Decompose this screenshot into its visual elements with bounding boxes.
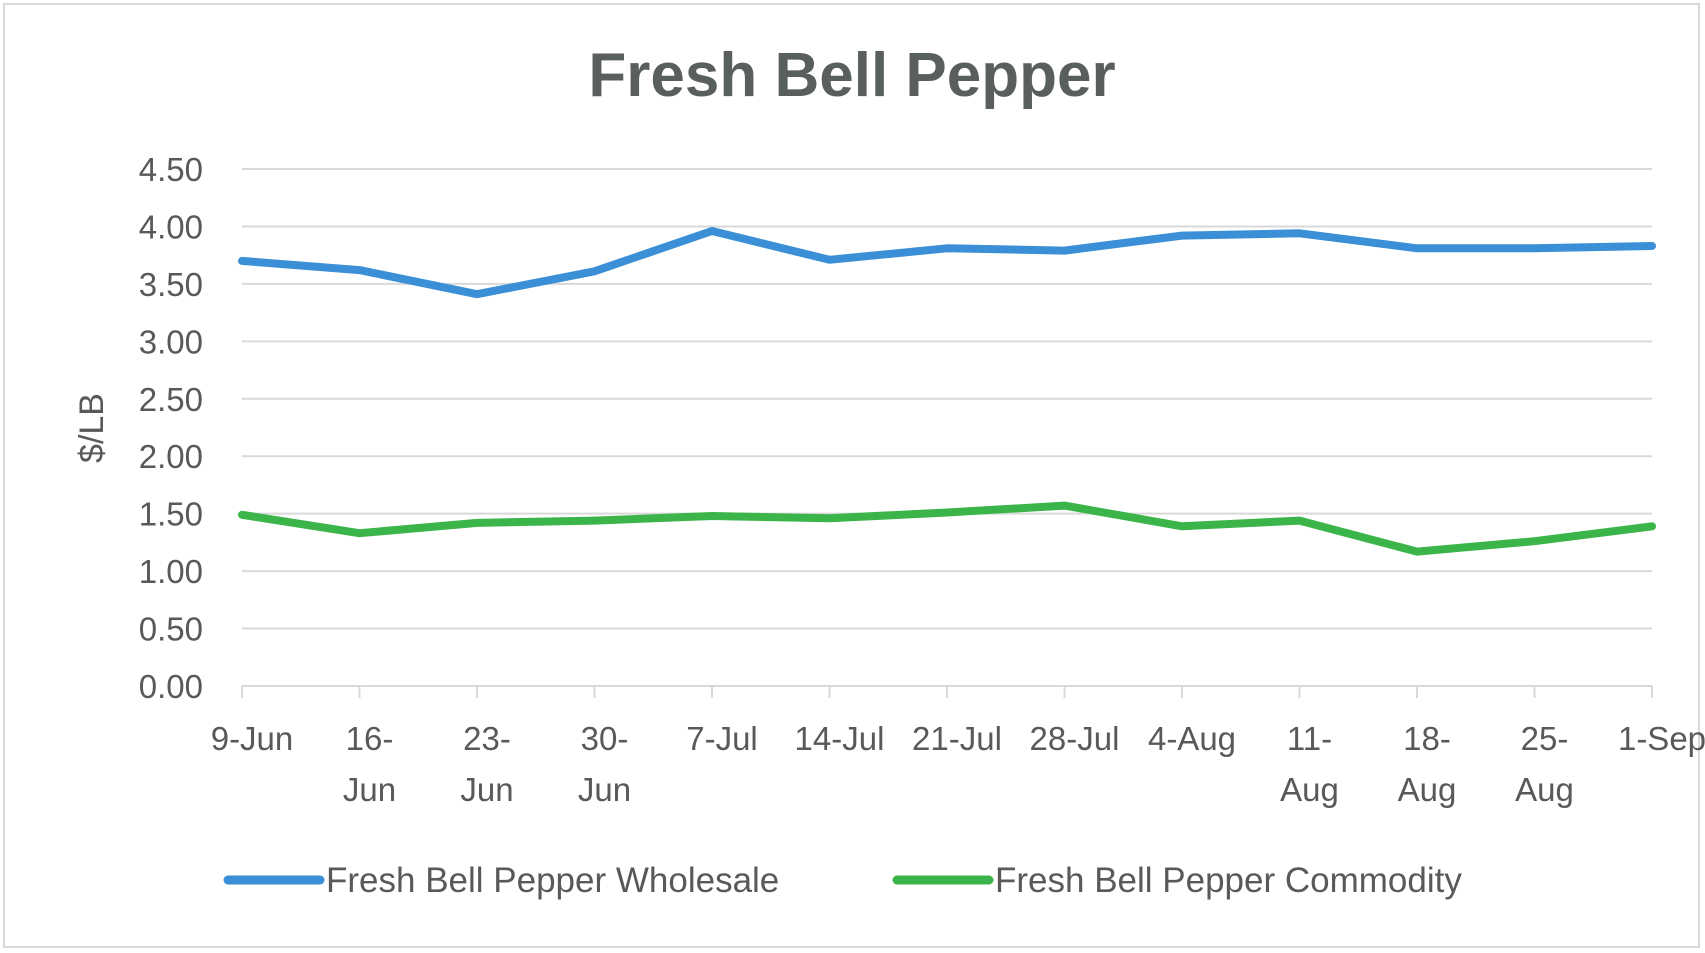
x-tick-label: 14-Jul [795,720,885,757]
series-line-0 [238,227,1656,299]
y-tick-label: 3.50 [139,266,203,303]
x-tick-label: 23-Jun [460,720,513,808]
y-tick-label: 1.00 [139,553,203,590]
legend-item-commodity: Fresh Bell Pepper Commodity [892,861,1462,900]
x-tick-label: 7-Jul [686,720,758,757]
x-tick-label: 4-Aug [1148,720,1236,757]
x-axis-ticks: 9-Jun 16-Jun 23-Jun 30-Jun 7-Jul 14-Jul 21-Jul… [211,720,1705,808]
legend-label-wholesale: Fresh Bell Pepper Wholesale [326,861,779,900]
y-axis-ticks: 0.00 0.50 1.00 1.50 2.00 2.50 3.00 3.50 4.00 4.50 [139,151,203,705]
x-tick-label: 16-Jun [343,720,396,808]
series-lines [238,227,1656,556]
x-tick-label: 11-Aug [1280,720,1339,808]
x-tick-label: 25-Aug [1515,720,1574,808]
x-tick-label: 1-Sep [1618,720,1705,757]
y-tick-label: 2.00 [139,438,203,475]
x-tick-label: 28-Jul [1030,720,1120,757]
legend-label-commodity: Fresh Bell Pepper Commodity [995,861,1462,900]
legend: Fresh Bell Pepper Wholesale Fresh Bell P… [223,861,1462,900]
y-tick-label: 2.50 [139,381,203,418]
gridlines [242,168,1652,630]
x-axis [241,685,1653,698]
x-tick-label: 30-Jun [578,720,631,808]
y-tick-label: 0.00 [139,668,203,705]
chart-frame [3,3,1700,948]
x-tick-label: 21-Jul [912,720,1002,757]
x-tick-label: 9-Jun [211,720,294,757]
x-tick-label: 18-Aug [1398,720,1457,808]
series-line-1 [238,501,1656,556]
y-tick-label: 0.50 [139,611,203,648]
legend-item-wholesale: Fresh Bell Pepper Wholesale [223,861,779,900]
y-tick-label: 4.00 [139,208,203,245]
y-tick-label: 4.50 [139,151,203,188]
chart-title: Fresh Bell Pepper [588,41,1115,110]
y-tick-label: 3.00 [139,323,203,360]
y-axis-label: $/LB [73,393,111,463]
y-tick-label: 1.50 [139,496,203,533]
